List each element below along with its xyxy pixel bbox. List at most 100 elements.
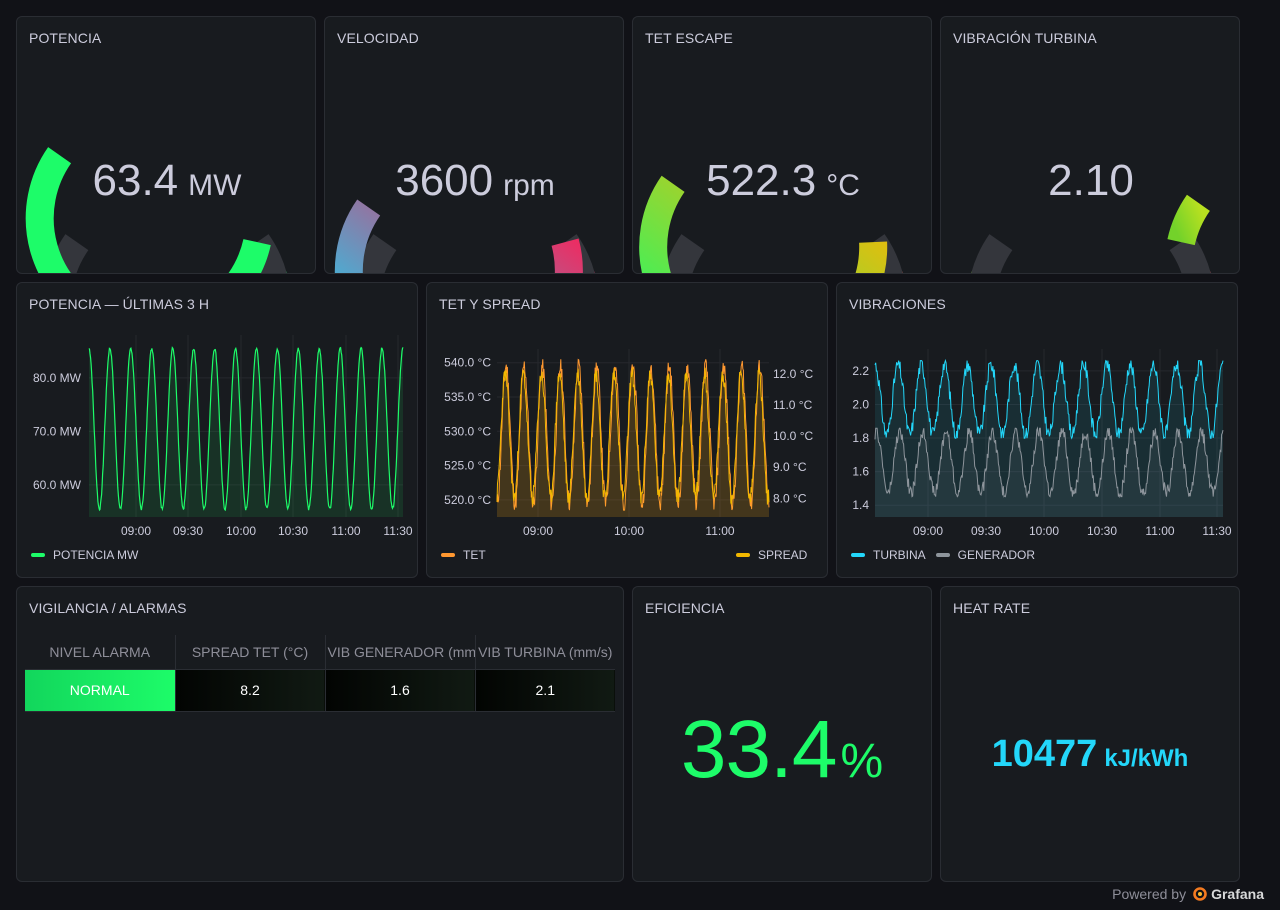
y-tick-label: 1.8	[852, 431, 869, 445]
y-tick-label-right: 10.0 °C	[773, 429, 813, 443]
x-tick-label: 09:00	[121, 524, 151, 538]
gauge-fill	[639, 175, 888, 273]
series-turbina-line	[874, 358, 1224, 440]
chart-panel-vibraciones[interactable]: VIBRACIONES 1.4 1.6 1.8 2.0 2.2 09:00 09:30 10:…	[836, 282, 1238, 578]
y-tick-label-left: 520.0 °C	[444, 493, 491, 507]
gauge-fill	[1167, 194, 1211, 246]
chart-potencia: 60.0 MW 70.0 MW 80.0 MW 09:00 09:30 10:00 10:3…	[33, 335, 413, 538]
x-tick-label: 10:00	[614, 524, 644, 538]
panel-title: TET Y SPREAD	[439, 296, 541, 312]
series-tet-area	[497, 359, 769, 517]
gauge-value: 3600 rpm	[395, 156, 555, 205]
legend-label: TET	[463, 548, 486, 562]
grafana-logo-icon	[1193, 887, 1207, 901]
stat-unit: kJ/kWh	[1104, 745, 1189, 772]
column-header[interactable]: SPREAD TET (°C)	[175, 635, 326, 669]
alarms-table: NIVEL ALARMA SPREAD TET (°C) VIB GENERAD…	[25, 635, 615, 712]
gauge-velocidad: 3600 rpm	[334, 156, 595, 273]
stat-number: 10477	[991, 733, 1098, 775]
panel-title: POTENCIA — ÚLTIMAS 3 H	[29, 296, 210, 312]
panel-title: VIBRACIONES	[849, 296, 946, 312]
gauge-panel-velocidad[interactable]: VELOCIDAD 3600 rpm	[324, 16, 624, 274]
gauge-unit: MW	[188, 169, 242, 202]
gauge-panel-potencia[interactable]: POTENCIA 63.4 MW	[16, 16, 316, 274]
gauge-fill	[334, 199, 583, 273]
y-tick-label-right: 8.0 °C	[773, 491, 807, 505]
x-tick-label: 11:00	[705, 524, 734, 538]
legend-label: SPREAD	[758, 548, 808, 562]
chart-panel-potencia[interactable]: POTENCIA — ÚLTIMAS 3 H 60.0 MW 70.0 MW 80.…	[16, 282, 418, 578]
gauge-value: 63.4 MW	[93, 156, 243, 205]
x-tick-label: 09:30	[173, 524, 203, 538]
chart-legend-left[interactable]: TET	[441, 548, 486, 562]
y-tick-label: 2.2	[852, 364, 869, 378]
legend-label: TURBINA	[873, 548, 926, 562]
x-tick-label: 09:00	[913, 524, 943, 538]
y-tick-label: 70.0 MW	[33, 424, 82, 438]
panel-title: HEAT RATE	[953, 600, 1031, 616]
gauge-tet-escape: 522.3 °C	[639, 156, 903, 273]
gauge-unit: rpm	[503, 169, 555, 202]
x-tick-label: 10:00	[226, 524, 256, 538]
chart-legend-right[interactable]: SPREAD	[736, 548, 807, 562]
series-turbina-area	[875, 360, 1223, 517]
gauge-panel-tet-escape[interactable]: TET ESCAPE 522.3 °C	[632, 16, 932, 274]
series-generador-line	[874, 426, 1224, 499]
gauge-panel-vibracion-turbina[interactable]: VIBRACIÓN TURBINA 2.10	[940, 16, 1240, 274]
series-potencia-area	[89, 347, 403, 517]
gauge-vibracion-turbina: 2.10	[971, 156, 1211, 273]
column-header[interactable]: VIB GENERADOR (mm/s)	[325, 635, 476, 669]
y-tick-label: 2.0	[852, 397, 869, 411]
column-header[interactable]: VIB TURBINA (mm/s)	[478, 643, 613, 660]
y-tick-label-right: 12.0 °C	[773, 367, 813, 381]
x-tick-label: 10:30	[1087, 524, 1117, 538]
panel-title: POTENCIA	[29, 30, 102, 46]
legend-label: POTENCIA MW	[53, 548, 139, 562]
y-tick-label: 1.4	[852, 498, 869, 512]
series-spread-line	[496, 367, 770, 507]
chart-panel-tet-spread[interactable]: TET Y SPREAD 520.0 °C 525.0 °C 530.0 °C 535…	[426, 282, 828, 578]
legend-swatch	[441, 553, 455, 557]
legend-label: GENERADOR	[957, 548, 1036, 562]
x-tick-label: 09:00	[523, 524, 553, 538]
x-tick-label: 10:00	[1029, 524, 1059, 538]
panel-title: VELOCIDAD	[337, 30, 419, 46]
chart-legend[interactable]: POTENCIA MW	[31, 548, 138, 562]
stat-panel-eficiencia[interactable]: EFICIENCIA 33.4%	[632, 586, 932, 882]
x-tick-label: 11:00	[331, 524, 360, 538]
chart-vibraciones: 1.4 1.6 1.8 2.0 2.2 09:00 09:30 10:00 10:30 11:00…	[852, 349, 1232, 538]
y-tick-label: 1.6	[852, 465, 869, 479]
legend-swatch	[736, 553, 750, 557]
y-tick-label-left: 525.0 °C	[444, 459, 491, 473]
x-tick-label: 11:00	[1145, 524, 1174, 538]
powered-by[interactable]: Powered by Grafana	[1112, 886, 1264, 902]
column-header[interactable]: NIVEL ALARMA	[25, 635, 176, 669]
y-tick-label-left: 540.0 °C	[444, 356, 491, 370]
x-tick-label: 11:30	[1202, 524, 1231, 538]
stat-number: 33.4	[680, 704, 838, 795]
table-cell: 1.6	[325, 668, 476, 712]
y-tick-label-left: 535.0 °C	[444, 390, 491, 404]
x-tick-label: 10:30	[278, 524, 308, 538]
y-tick-label-right: 11.0 °C	[773, 398, 813, 412]
gauge-potencia: 63.4 MW	[25, 147, 287, 273]
series-potencia-line	[88, 346, 404, 512]
gauge-track	[971, 234, 1211, 273]
stat-panel-heat-rate[interactable]: HEAT RATE 10477 kJ/kWh	[940, 586, 1240, 882]
table-cell: 2.1	[475, 668, 615, 712]
grafana-brand: Grafana	[1211, 886, 1264, 902]
legend-item-turbina[interactable]: TURBINA	[851, 548, 926, 562]
panel-title: VIBRACIÓN TURBINA	[953, 30, 1097, 46]
powered-by-text: Powered by	[1112, 886, 1187, 902]
panel-title: EFICIENCIA	[645, 600, 725, 616]
legend-swatch	[31, 553, 45, 557]
alarm-level-cell: NORMAL	[25, 668, 176, 712]
y-tick-label: 80.0 MW	[33, 371, 82, 385]
y-tick-label-left: 530.0 °C	[444, 424, 491, 438]
stat-value: 33.4%	[633, 703, 931, 797]
chart-legend[interactable]: TURBINA GENERADOR	[851, 548, 1045, 562]
legend-swatch	[851, 553, 865, 557]
table-panel-alarmas[interactable]: VIGILANCIA / ALARMAS NIVEL ALARMA SPREAD…	[16, 586, 624, 882]
legend-item-generador[interactable]: GENERADOR	[935, 548, 1036, 562]
x-tick-label: 11:30	[383, 524, 412, 538]
